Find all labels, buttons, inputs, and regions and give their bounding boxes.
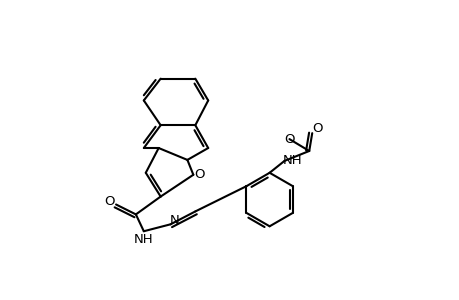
Text: NH: NH xyxy=(282,154,302,167)
Text: O: O xyxy=(284,133,294,146)
Text: NH: NH xyxy=(134,233,153,246)
Text: N: N xyxy=(169,214,179,227)
Text: O: O xyxy=(311,122,322,135)
Text: O: O xyxy=(104,195,114,208)
Text: O: O xyxy=(194,168,204,181)
